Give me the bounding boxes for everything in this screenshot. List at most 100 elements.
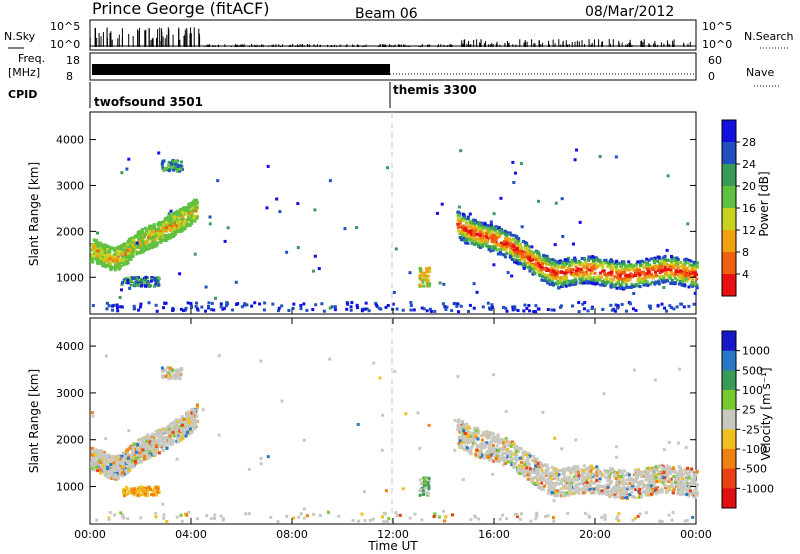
velocity-echo bbox=[193, 427, 197, 431]
power-echo bbox=[479, 223, 483, 227]
power-echo bbox=[275, 197, 279, 201]
velocity-echo bbox=[501, 453, 505, 457]
power-echo bbox=[539, 268, 543, 272]
velocity-echo bbox=[546, 514, 550, 518]
power-echo bbox=[146, 238, 150, 242]
power-echo bbox=[629, 263, 633, 267]
power-echo bbox=[468, 212, 472, 216]
power-echo bbox=[662, 263, 666, 267]
power-echo bbox=[513, 171, 517, 175]
power-echo bbox=[495, 248, 499, 252]
power-echo bbox=[180, 210, 184, 214]
velocity-echo bbox=[176, 436, 180, 440]
velocity-echo bbox=[175, 427, 179, 431]
power-echo bbox=[176, 221, 180, 225]
power-echo bbox=[673, 261, 677, 265]
power-echo bbox=[504, 241, 508, 245]
power-echo bbox=[537, 255, 541, 259]
velocity-echo bbox=[125, 487, 129, 491]
velocity-echo bbox=[131, 445, 135, 449]
velocity-echo bbox=[542, 475, 546, 479]
power-echo bbox=[677, 273, 681, 277]
power-echo bbox=[147, 224, 151, 228]
velocity-echo bbox=[161, 448, 165, 452]
power-echo bbox=[537, 251, 541, 255]
power-echo bbox=[172, 227, 176, 231]
velocity-echo bbox=[501, 443, 505, 447]
power-echo bbox=[475, 242, 479, 246]
velocity-echo bbox=[660, 469, 664, 473]
power-echo bbox=[632, 269, 636, 273]
power-echo bbox=[165, 235, 169, 239]
power-echo bbox=[92, 252, 96, 256]
power-echo bbox=[278, 210, 282, 214]
power-echo bbox=[157, 151, 161, 155]
power-echo bbox=[181, 225, 185, 229]
power-echo bbox=[677, 282, 681, 286]
velocity-echo bbox=[453, 418, 457, 422]
velocity-echo bbox=[123, 472, 127, 476]
power-echo bbox=[161, 226, 165, 230]
power-echo bbox=[490, 305, 494, 309]
power-echo bbox=[573, 258, 577, 262]
power-echo bbox=[620, 277, 624, 281]
power-echo bbox=[610, 308, 614, 312]
power-echo bbox=[103, 250, 107, 254]
power-echo bbox=[92, 238, 96, 242]
velocity-echo bbox=[467, 439, 471, 443]
velocity-echo bbox=[584, 479, 588, 483]
power-echo bbox=[599, 283, 603, 287]
power-echo bbox=[576, 274, 580, 278]
power-echo bbox=[167, 212, 171, 216]
power-echo bbox=[117, 267, 121, 271]
power-echo bbox=[485, 239, 489, 243]
power-echo bbox=[531, 255, 535, 259]
velocity-echo bbox=[561, 479, 565, 483]
velocity-echo bbox=[110, 458, 114, 462]
power-echo bbox=[136, 251, 140, 255]
power-echo bbox=[621, 277, 625, 281]
power-echo bbox=[545, 262, 549, 266]
power-echo bbox=[168, 233, 172, 237]
velocity-echo bbox=[181, 430, 185, 434]
power-echo bbox=[120, 249, 124, 253]
velocity-echo bbox=[141, 446, 145, 450]
power-echo bbox=[95, 258, 99, 262]
velocity-echo bbox=[191, 420, 195, 424]
velocity-echo bbox=[147, 450, 151, 454]
power-echo bbox=[355, 306, 359, 310]
power-echo bbox=[540, 271, 544, 275]
power-echo bbox=[311, 307, 315, 311]
power-echo bbox=[148, 229, 152, 233]
velocity-echo bbox=[217, 433, 221, 437]
power-echo bbox=[499, 241, 503, 245]
power-echo bbox=[550, 308, 554, 312]
power-echo bbox=[195, 307, 199, 311]
velocity-echo bbox=[121, 474, 125, 478]
velocity-echo bbox=[312, 512, 316, 516]
power-echo bbox=[177, 211, 181, 215]
power-echo bbox=[139, 284, 143, 288]
velocity-echo bbox=[165, 426, 169, 430]
power-echo bbox=[111, 308, 115, 312]
power-echo bbox=[556, 280, 560, 284]
velocity-echo bbox=[633, 516, 637, 520]
velocity-echo bbox=[672, 465, 676, 469]
power-echo bbox=[592, 261, 596, 265]
velocity-echo bbox=[122, 488, 126, 492]
power-echo bbox=[418, 276, 422, 280]
velocity-echo bbox=[695, 490, 699, 494]
power-echo bbox=[683, 269, 687, 273]
power-echo bbox=[190, 304, 194, 308]
power-echo bbox=[423, 273, 427, 277]
power-echo bbox=[623, 278, 627, 282]
power-echo bbox=[112, 257, 116, 261]
velocity-echo bbox=[360, 512, 364, 516]
power-echo bbox=[191, 219, 195, 223]
power-echo bbox=[91, 249, 95, 253]
power-echo bbox=[445, 305, 449, 309]
power-echo bbox=[634, 272, 638, 276]
power-echo bbox=[682, 264, 686, 268]
power-echo bbox=[428, 282, 432, 286]
power-echo bbox=[642, 283, 646, 287]
